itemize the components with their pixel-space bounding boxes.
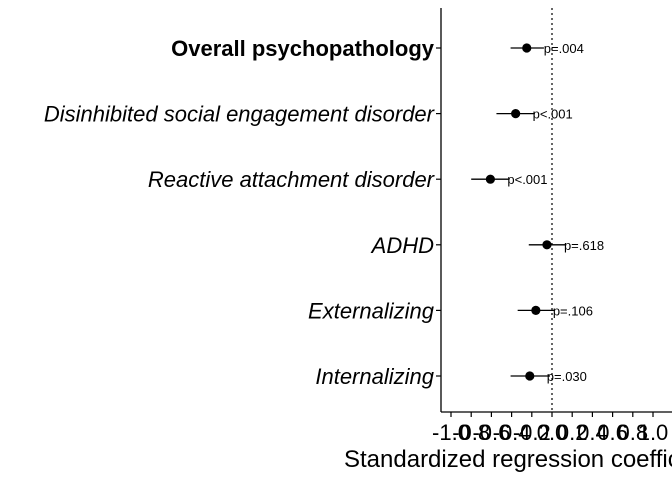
forest-row: Internalizing p=.030 <box>315 364 587 389</box>
estimate-point <box>511 109 521 119</box>
p-value-label: p=.618 <box>564 238 604 253</box>
x-tick-label: -0.4 <box>493 420 531 445</box>
estimate-point <box>525 371 535 381</box>
category-label: Internalizing <box>315 364 434 389</box>
axes <box>440 8 672 413</box>
x-tick-label: 0.6 <box>597 420 628 445</box>
category-label: Externalizing <box>308 298 435 323</box>
forest-row: Externalizing p=.106 <box>308 298 593 323</box>
p-value-label: p=.030 <box>547 369 587 384</box>
category-label: ADHD <box>370 233 434 258</box>
rows-group: Overall psychopathology p=.004 Disinhibite… <box>44 36 604 389</box>
forest-row: Disinhibited social engagement disorder p… <box>44 102 573 127</box>
x-tick-label: 0.8 <box>618 420 649 445</box>
x-axis-title: Standardized regression coefficient <box>344 446 672 473</box>
p-value-label: p<.001 <box>533 107 573 122</box>
estimate-point <box>485 174 495 184</box>
forest-row: Overall psychopathology p=.004 <box>171 36 584 61</box>
estimate-point <box>522 43 532 53</box>
x-tick-label: -0.6 <box>472 420 510 445</box>
estimate-point <box>542 240 552 250</box>
x-ticks-group: -1.0-0.8-0.6-0.4-0.20.00.20.40.60.81.0 <box>432 412 668 445</box>
x-tick-label: -1.0 <box>432 420 470 445</box>
forest-row: ADHD p=.618 <box>370 233 604 258</box>
x-tick-label: -0.8 <box>452 420 490 445</box>
category-label: Disinhibited social engagement disorder <box>44 102 436 127</box>
x-tick-label: -0.2 <box>513 420 551 445</box>
x-tick-label: 0.4 <box>577 420 608 445</box>
x-tick-label: 0.0 <box>537 420 568 445</box>
p-value-label: p=.004 <box>544 41 584 56</box>
forest-row: Reactive attachment disorder p<.001 <box>148 167 548 192</box>
category-label: Overall psychopathology <box>171 36 435 61</box>
x-tick-label: 1.0 <box>638 420 669 445</box>
p-value-label: p=.106 <box>553 303 593 318</box>
p-value-label: p<.001 <box>507 172 547 187</box>
estimate-point <box>531 305 541 315</box>
category-label: Reactive attachment disorder <box>148 167 436 192</box>
x-tick-label: 0.2 <box>557 420 588 445</box>
